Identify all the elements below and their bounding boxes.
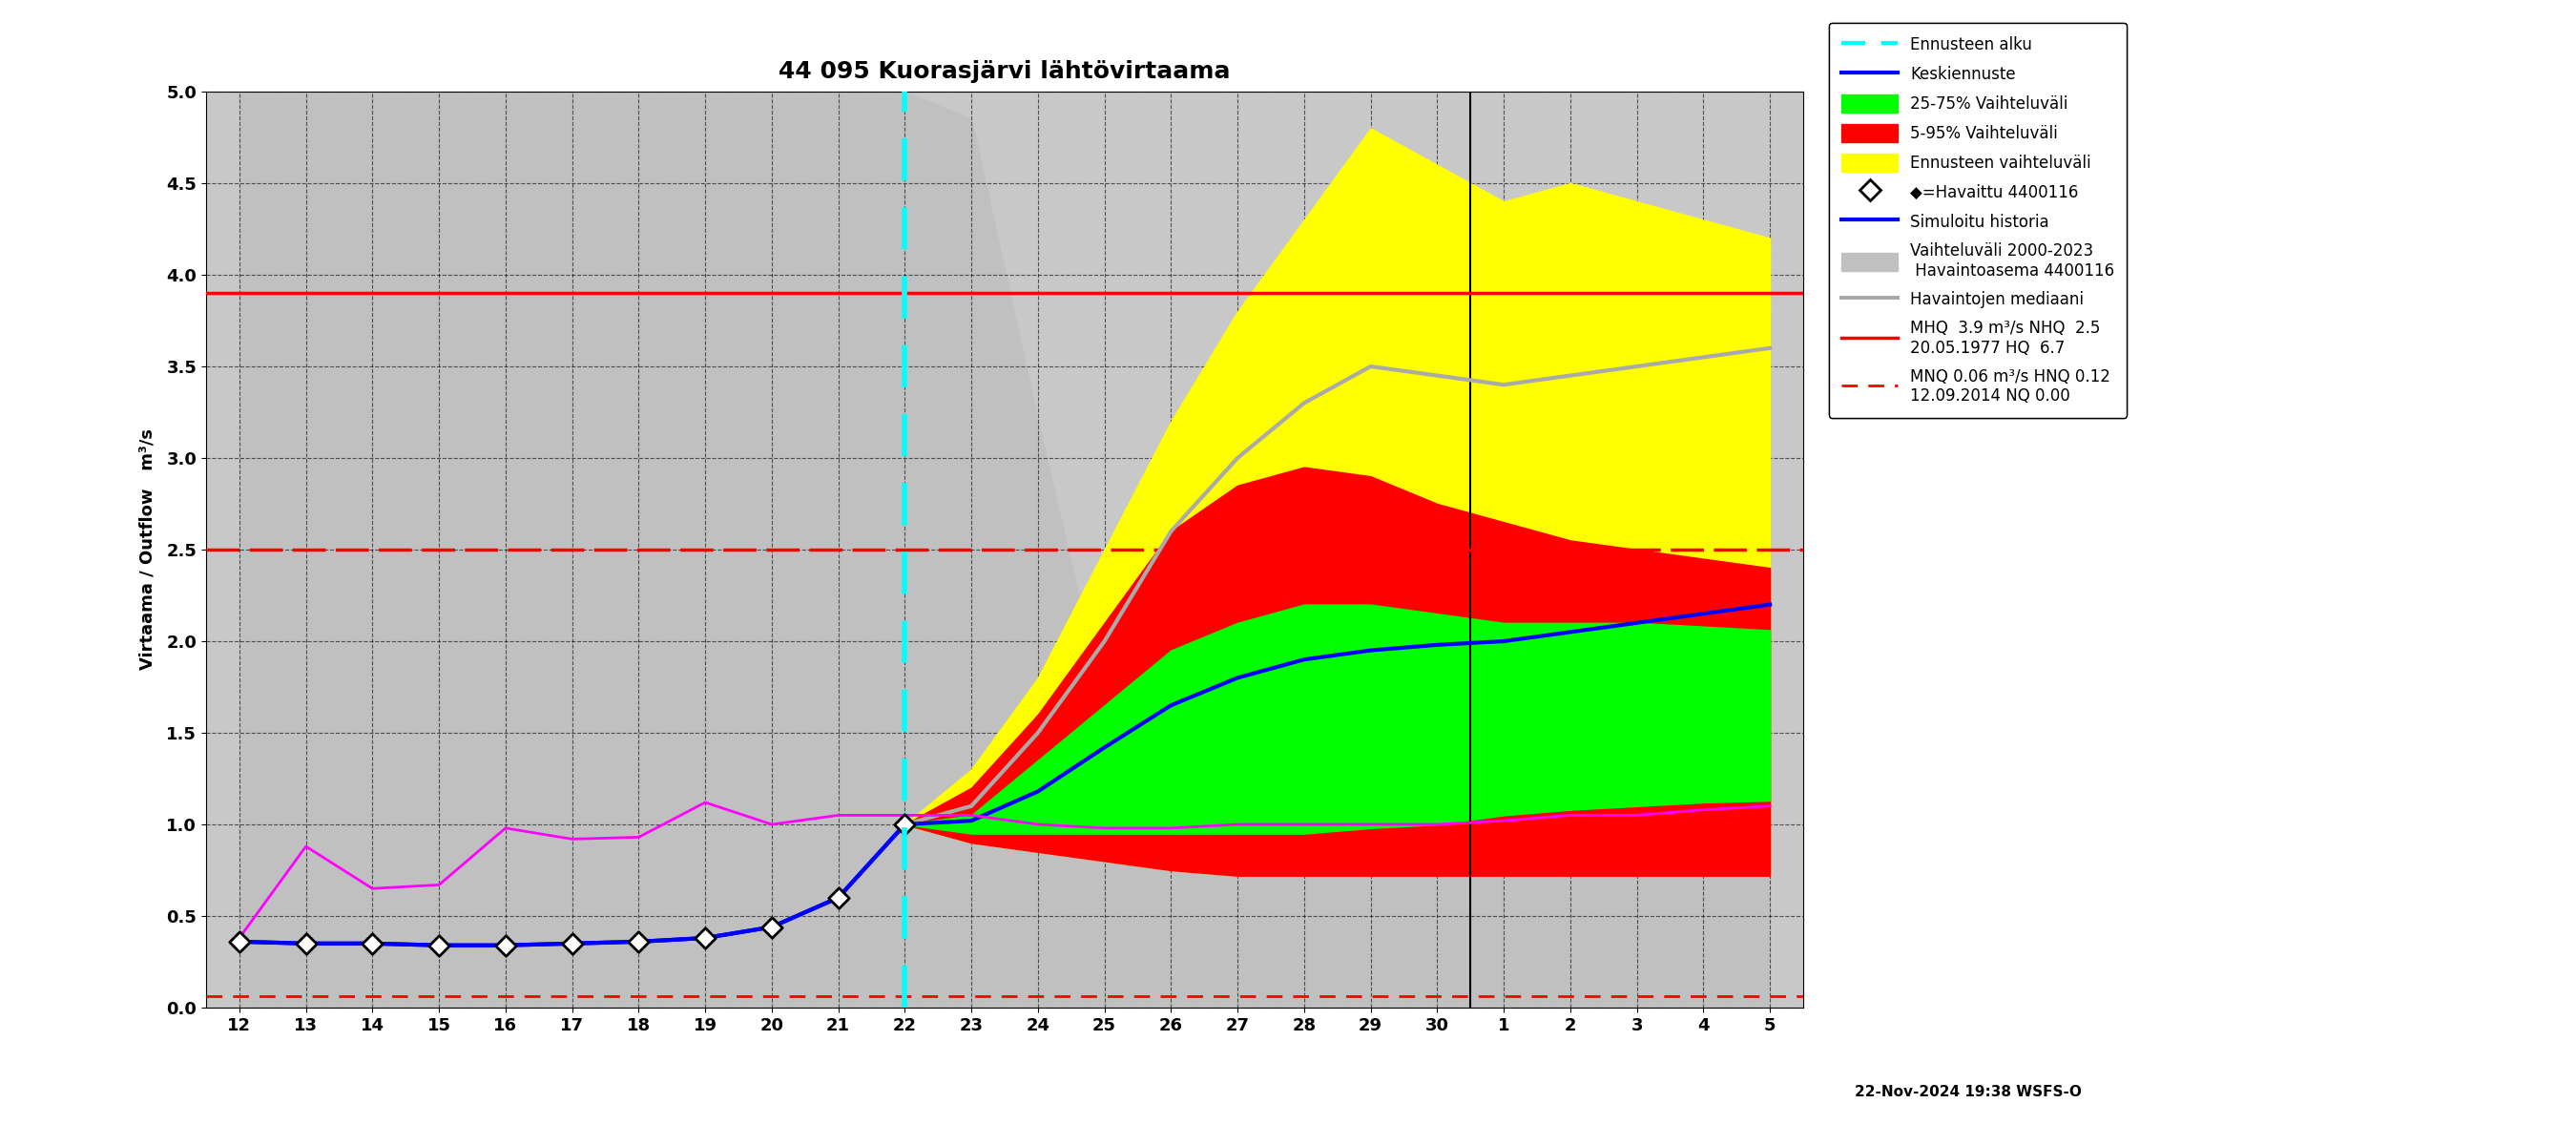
- Point: [417, 937, 459, 955]
- Y-axis label: Virtaama / Outflow   m³/s: Virtaama / Outflow m³/s: [139, 429, 155, 670]
- Title: 44 095 Kuorasjärvi lähtövirtaama: 44 095 Kuorasjärvi lähtövirtaama: [778, 61, 1231, 84]
- Point: [484, 937, 526, 955]
- Point: [752, 918, 793, 937]
- Point: [618, 932, 659, 950]
- Legend: Ennusteen alku, Keskiennuste, 25-75% Vaihteluväli, 5-95% Vaihteluväli, Ennusteen: Ennusteen alku, Keskiennuste, 25-75% Vai…: [1829, 23, 2128, 418]
- Point: [685, 929, 726, 947]
- Point: [817, 889, 858, 907]
- Text: 22-Nov-2024 19:38 WSFS-O: 22-Nov-2024 19:38 WSFS-O: [1855, 1085, 2081, 1099]
- Point: [286, 934, 327, 953]
- Point: [551, 934, 592, 953]
- Point: [884, 815, 925, 834]
- Point: [219, 932, 260, 950]
- Point: [353, 934, 394, 953]
